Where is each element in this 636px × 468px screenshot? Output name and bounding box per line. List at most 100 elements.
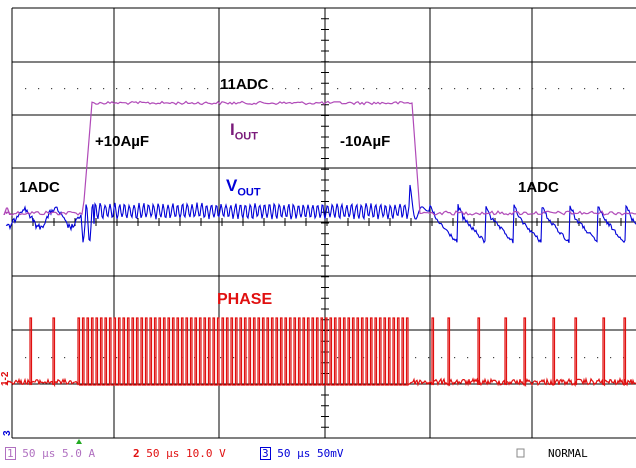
- grid-dot: [519, 357, 521, 359]
- grid-dot: [259, 88, 261, 90]
- grid-dot: [233, 88, 235, 90]
- grid-dot: [597, 88, 599, 90]
- status-ch2-number: 2: [133, 447, 140, 460]
- grid-dot: [584, 357, 586, 359]
- grid-dot: [207, 88, 209, 90]
- iout-label: IOUT: [230, 120, 258, 142]
- grid-dot: [428, 357, 430, 359]
- grid-dot: [103, 357, 105, 359]
- ch12-marker: 1-2: [0, 371, 11, 386]
- grid-dot: [558, 88, 560, 90]
- grid-dot: [610, 357, 612, 359]
- grid-dot: [610, 88, 612, 90]
- grid-dot: [584, 88, 586, 90]
- mode-indicator-icon: [516, 448, 525, 458]
- grid-dot: [207, 357, 209, 359]
- grid-dot: [64, 357, 66, 359]
- grid-dot: [415, 88, 417, 90]
- grid-dot: [441, 88, 443, 90]
- grid-dot: [571, 88, 573, 90]
- vout-label: VOUT: [226, 176, 261, 198]
- status-ch3: 3 50 µs 50mV: [260, 447, 344, 460]
- grid-dot: [337, 357, 339, 359]
- grid-dot: [77, 88, 79, 90]
- grid-dot: [38, 88, 40, 90]
- grid-dot: [389, 88, 391, 90]
- phase-label: PHASE: [217, 291, 273, 308]
- grid-dot: [493, 88, 495, 90]
- grid-dot: [25, 357, 27, 359]
- step-up-label: +10AµF: [95, 133, 150, 150]
- grid-dot: [519, 88, 521, 90]
- grid-dot: [38, 357, 40, 359]
- ch3-marker: 3: [2, 430, 13, 436]
- grid-dot: [337, 88, 339, 90]
- iout-trace: [5, 100, 636, 216]
- vout-label-sub: OUT: [237, 186, 261, 199]
- status-ch3-number: 3: [260, 447, 271, 460]
- grid-dot: [454, 88, 456, 90]
- grid-dot: [285, 88, 287, 90]
- status-ch1-number: 1: [5, 447, 16, 460]
- grid-dot: [363, 88, 365, 90]
- trigger-marker-icon: [76, 439, 82, 444]
- grid-dot: [168, 88, 170, 90]
- ch1-marker: A: [3, 206, 11, 218]
- status-mode: NORMAL: [548, 447, 588, 460]
- grid-dot: [246, 88, 248, 90]
- status-ch2: 2 50 µs 10.0 V: [133, 447, 226, 460]
- level-label-high: 11ADC: [220, 76, 269, 93]
- grid-dot: [597, 357, 599, 359]
- grid-dot: [454, 357, 456, 359]
- grid-dot: [376, 88, 378, 90]
- grid-dot: [532, 357, 534, 359]
- status-ch1: 1 50 µs 5.0 A: [5, 447, 95, 460]
- grid-dot: [90, 357, 92, 359]
- status-ch1-timebase: 50 µs: [22, 447, 56, 460]
- step-down-label: -10AµF: [340, 133, 391, 150]
- grid-dot: [558, 357, 560, 359]
- grid-dot: [194, 88, 196, 90]
- grid-dot: [116, 88, 118, 90]
- grid-dot: [220, 357, 222, 359]
- grid-dot: [90, 88, 92, 90]
- grid-dot: [51, 88, 53, 90]
- grid-dot: [545, 88, 547, 90]
- grid-dot: [181, 88, 183, 90]
- status-ch3-timebase: 50 µs: [277, 447, 311, 460]
- grid-dot: [532, 88, 534, 90]
- iout-label-main: I: [230, 120, 235, 139]
- grid-dot: [493, 357, 495, 359]
- grid-dot: [480, 88, 482, 90]
- grid-dot: [441, 357, 443, 359]
- grid-dot: [51, 357, 53, 359]
- grid-dot: [142, 88, 144, 90]
- grid-dot: [350, 357, 352, 359]
- grid-dot: [311, 88, 313, 90]
- grid-dot: [103, 88, 105, 90]
- grid-dot: [415, 357, 417, 359]
- status-ch1-scale: 5.0 A: [62, 447, 96, 460]
- status-ch3-scale: 50mV: [317, 447, 344, 460]
- iout-label-sub: OUT: [234, 130, 258, 143]
- phase-trace: [5, 317, 636, 388]
- grid-dot: [467, 357, 469, 359]
- grid-dot: [64, 88, 66, 90]
- grid-dot: [220, 88, 222, 90]
- grid-dot: [428, 88, 430, 90]
- grid-dot: [25, 88, 27, 90]
- status-ch2-timebase: 50 µs: [146, 447, 180, 460]
- grid-dot: [129, 88, 131, 90]
- grid-dot: [350, 88, 352, 90]
- level-label-low-left: 1ADC: [19, 179, 60, 196]
- grid-dot: [506, 88, 508, 90]
- grid-dot: [155, 88, 157, 90]
- grid-dot: [402, 88, 404, 90]
- vout-trace: [5, 184, 636, 244]
- status-ch2-scale: 10.0 V: [186, 447, 226, 460]
- grid-dot: [467, 88, 469, 90]
- grid-dot: [116, 357, 118, 359]
- grid-dot: [571, 357, 573, 359]
- level-label-low-right: 1ADC: [518, 179, 559, 196]
